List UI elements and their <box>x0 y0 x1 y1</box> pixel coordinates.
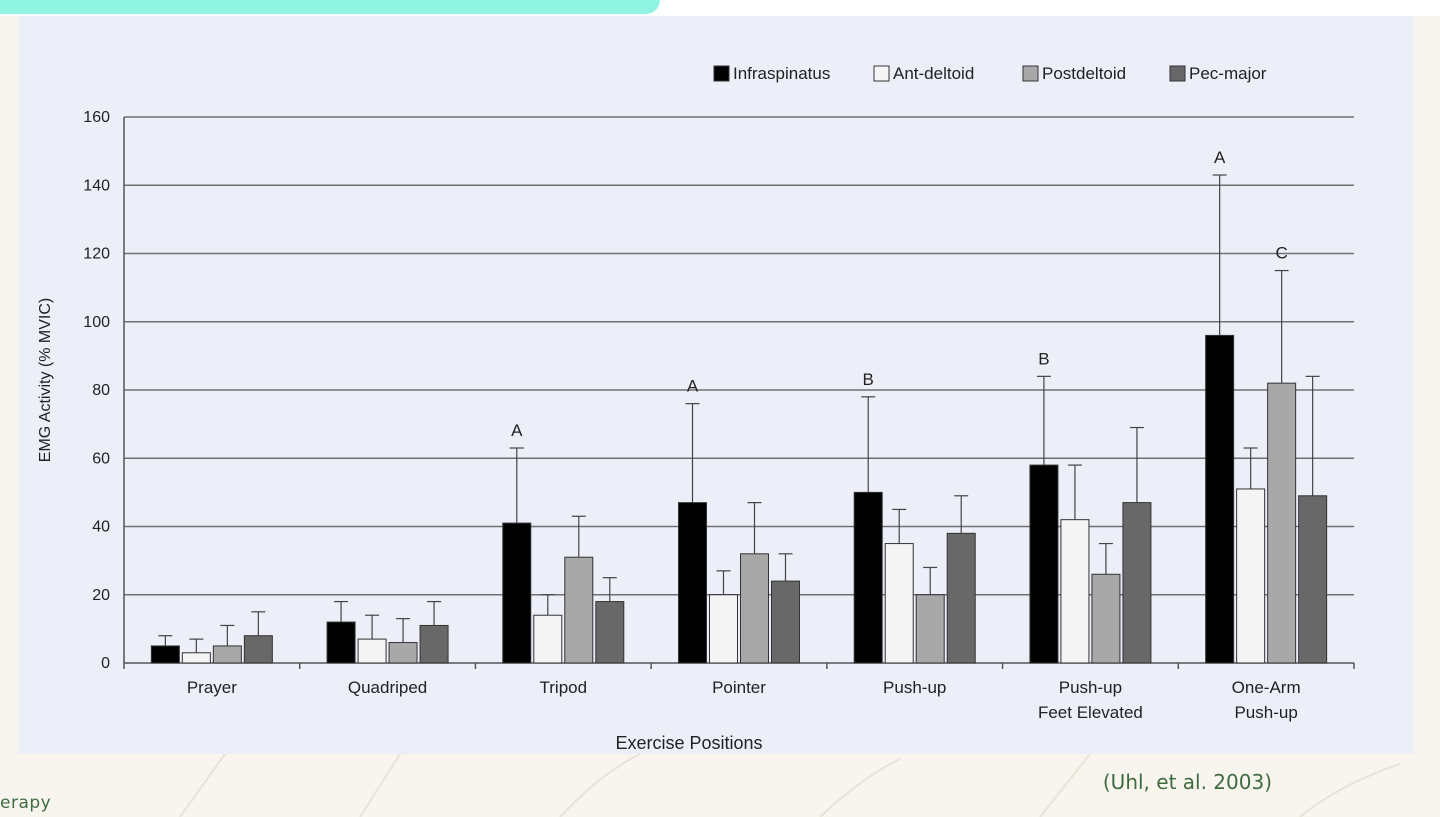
significance-label: A <box>687 377 699 396</box>
footer-decoration <box>179 754 1401 817</box>
bar-ant-deltoid <box>709 594 738 664</box>
legend-swatch <box>1169 65 1186 82</box>
bar-pec-major <box>419 624 449 664</box>
y-tick-label: 80 <box>92 382 110 399</box>
x-tick-label: Feet Elevated <box>1038 703 1143 722</box>
bar-infraspinatus <box>853 491 883 664</box>
significance-label: A <box>511 421 523 440</box>
bar-infraspinatus <box>326 621 356 664</box>
bar-ant-deltoid <box>357 638 387 664</box>
bar-ant-deltoid <box>533 614 563 664</box>
bar-infraspinatus <box>150 645 180 664</box>
y-axis-title: EMG Activity (% MVIC) <box>37 298 54 462</box>
citation: (Uhl, et al. 2003) <box>1102 770 1272 794</box>
bar-pec-major <box>595 601 625 664</box>
bar-infraspinatus <box>1205 334 1235 664</box>
significance-label: A <box>1214 148 1226 167</box>
chart-panel: 0 20 40 60 80 100 120 140 160 A A B B A C Prayer Quadrip… <box>18 16 1414 754</box>
x-tick-label: One-Arm <box>1232 678 1301 697</box>
significance-label: C <box>1276 244 1288 263</box>
emg-bar-chart: 0 20 40 60 80 100 120 140 160 A A B B A C Prayer Quadrip… <box>37 64 1355 753</box>
legend-swatch <box>713 65 730 82</box>
legend-label: Ant-deltoid <box>893 64 974 83</box>
y-tick-label: 120 <box>83 246 110 263</box>
bar-infraspinatus <box>678 502 707 664</box>
y-tick-label: 160 <box>83 109 110 126</box>
x-axis-title: Exercise Positions <box>615 733 762 753</box>
x-tick-label: Pointer <box>712 678 766 697</box>
bar-postdeltoid <box>388 642 418 664</box>
x-tick-label: Push-up <box>1059 678 1122 697</box>
x-tick-label: Tripod <box>540 678 588 697</box>
bar-infraspinatus <box>502 522 532 664</box>
bar-infraspinatus <box>1029 464 1059 664</box>
bar-postdeltoid <box>915 594 945 664</box>
bar-pec-major <box>243 635 273 664</box>
bar-ant-deltoid <box>884 543 914 664</box>
y-tick-label: 20 <box>92 587 110 604</box>
y-tick-label: 40 <box>92 519 110 536</box>
legend-swatch <box>873 65 890 82</box>
y-tick-label: 60 <box>92 450 110 467</box>
x-tick-label: Push-up <box>1234 703 1297 722</box>
bar-postdeltoid <box>740 553 769 664</box>
legend-label: Postdeltoid <box>1042 64 1126 83</box>
bar-ant-deltoid <box>1060 519 1090 664</box>
accent-bar <box>0 0 660 14</box>
brand-text-fragment: erapy <box>0 793 52 813</box>
bar-postdeltoid <box>564 556 594 664</box>
legend-swatch <box>1022 65 1039 82</box>
bar-postdeltoid <box>1091 573 1121 664</box>
significance-label: B <box>1038 349 1049 368</box>
y-tick-label: 0 <box>101 655 110 672</box>
bar-postdeltoid <box>1267 382 1297 664</box>
bar-pec-major <box>771 580 800 664</box>
bar-pec-major <box>1298 495 1328 664</box>
bar-postdeltoid <box>212 645 242 664</box>
x-tick-label: Push-up <box>883 678 946 697</box>
legend-label: Pec-major <box>1189 64 1267 83</box>
bar-pec-major <box>946 532 976 664</box>
bar-ant-deltoid <box>1236 488 1266 664</box>
significance-label: B <box>863 370 874 389</box>
bar-pec-major <box>1122 502 1152 664</box>
x-tick-label: Quadriped <box>348 678 427 697</box>
x-tick-label: Prayer <box>187 678 237 697</box>
y-tick-label: 100 <box>83 314 110 331</box>
y-tick-label: 140 <box>83 177 110 194</box>
legend-label: Infraspinatus <box>733 64 830 83</box>
bar-ant-deltoid <box>181 652 211 664</box>
